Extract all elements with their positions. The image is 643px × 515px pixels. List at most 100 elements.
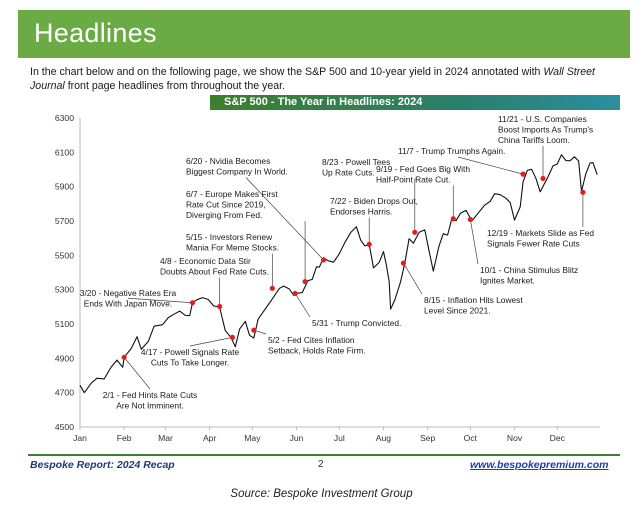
annotation-leader bbox=[127, 297, 193, 304]
annotation-line: 6/20 - Nvidia Becomes bbox=[186, 156, 270, 166]
annotation-line: Rate Cut Since 2019, bbox=[186, 200, 266, 210]
annotation-line: 5/2 - Fed Cites Inflation bbox=[268, 335, 355, 345]
annotation-line: 4/8 - Economic Data Stir bbox=[160, 256, 251, 266]
annotation-line: 6/7 - Europe Makes First bbox=[186, 189, 278, 199]
annotation-line: Doubts About Fed Rate Cuts. bbox=[160, 267, 269, 277]
annotation-marker bbox=[400, 260, 406, 266]
annotation-leader bbox=[470, 219, 479, 265]
annotation-line: 9/19 - Fed Goes Big With bbox=[376, 164, 470, 174]
annotation-marker bbox=[121, 354, 127, 360]
x-tick-label: Nov bbox=[507, 433, 523, 443]
annotation-label: 8/23 - Powell Tees Up Rate Cuts. bbox=[322, 157, 390, 178]
annotation-marker bbox=[540, 175, 546, 182]
annotation-line: Diverging From Fed. bbox=[186, 210, 262, 220]
annotation-leader bbox=[189, 337, 233, 347]
y-tick-label: 4700 bbox=[55, 388, 74, 398]
y-tick-label: 5100 bbox=[55, 319, 74, 329]
y-tick-label: 5500 bbox=[55, 250, 74, 260]
annotation-label: 9/19 - Fed Goes Big With Half-Point Rate … bbox=[376, 164, 470, 185]
annotation-label: 7/22 - Biden Drops Out, Endorses Harris. bbox=[330, 196, 418, 217]
annotation-line: Ignites Market. bbox=[480, 276, 535, 286]
intro-text-after: front page headlines from throughout the… bbox=[64, 80, 286, 92]
annotation-line: Level Since 2021. bbox=[424, 306, 491, 316]
footer-divider bbox=[28, 454, 620, 456]
annotation-marker bbox=[269, 285, 275, 291]
footer-page-number: 2 bbox=[318, 459, 324, 470]
annotation-marker bbox=[321, 257, 327, 263]
x-tick-label: Dec bbox=[550, 433, 566, 443]
annotation-line: Are Not Imminent. bbox=[116, 401, 184, 411]
annotation-line: Boost Imports As Trump's bbox=[498, 125, 593, 135]
annotation-line: 3/20 - Negative Rates Era bbox=[80, 288, 177, 298]
annotation-line: Up Rate Cuts. bbox=[322, 168, 375, 178]
annotation-label: 3/20 - Negative Rates Era Ends With Japan… bbox=[80, 288, 177, 309]
chart-title: S&P 500 - The Year in Headlines: 2024 bbox=[210, 95, 620, 110]
annotation-line: Endorses Harris. bbox=[330, 207, 392, 217]
annotation-label: 6/7 - Europe Makes First Rate Cut Since 2… bbox=[186, 189, 278, 220]
annotation-line: 4/17 - Powell Signals Rate bbox=[141, 347, 240, 357]
annotation-line: 12/19 - Markets Slide as Fed bbox=[487, 228, 594, 238]
x-tick-label: Sep bbox=[420, 433, 436, 443]
annotation-label: 4/17 - Powell Signals Rate Cuts To Take L… bbox=[141, 347, 240, 368]
annotation-marker bbox=[292, 290, 298, 297]
annotation-label: 5/15 - Investors Renew Mania For Meme Sto… bbox=[186, 232, 279, 253]
header-banner: Headlines bbox=[18, 10, 630, 58]
annotation-label: 5/2 - Fed Cites Inflation Setback, Holds … bbox=[268, 335, 366, 356]
y-tick-label: 5900 bbox=[55, 182, 74, 192]
y-tick-label: 6300 bbox=[55, 113, 74, 123]
annotation-line: Cuts To Take Longer. bbox=[151, 358, 229, 368]
annotation-line: 5/31 - Trump Convicted. bbox=[312, 318, 401, 328]
annotation-marker bbox=[366, 241, 372, 247]
annotation-line: Mania For Meme Stocks. bbox=[186, 243, 279, 253]
footer-report-name: Bespoke Report: 2024 Recap bbox=[30, 459, 175, 471]
x-tick-label: May bbox=[244, 433, 261, 443]
x-tick-label: Jan bbox=[73, 433, 87, 443]
annotation-label: 8/15 - Inflation Hits Lowest Level Since … bbox=[424, 295, 523, 316]
annotation-leader bbox=[403, 262, 423, 295]
annotation-marker bbox=[450, 216, 456, 222]
annotation-line: 5/15 - Investors Renew bbox=[186, 232, 273, 242]
annotation-line: 2/1 - Fed Hints Rate Cuts bbox=[103, 390, 198, 400]
annotation-line: Half-Point Rate Cut. bbox=[376, 175, 450, 185]
annotation-leader bbox=[245, 177, 324, 261]
annotation-label: 5/31 - Trump Convicted. bbox=[312, 318, 401, 328]
annotation-marker bbox=[229, 334, 236, 340]
annotation-line: China Tariffs Loom. bbox=[498, 135, 570, 145]
annotation-marker bbox=[189, 300, 196, 306]
annotation-marker bbox=[217, 303, 223, 310]
footer-website-link[interactable]: www.bespokepremium.com bbox=[470, 459, 609, 471]
intro-text-before: In the chart below and on the following … bbox=[30, 66, 544, 78]
annotation-line: Ends With Japan Move. bbox=[84, 299, 172, 309]
annotation-line: 8/23 - Powell Tees bbox=[322, 157, 390, 167]
page-title: Headlines bbox=[34, 18, 157, 48]
annotation-marker bbox=[412, 229, 418, 235]
y-tick-label: 4900 bbox=[55, 353, 74, 363]
x-tick-label: Mar bbox=[158, 433, 173, 443]
annotation-leader bbox=[123, 357, 151, 390]
annotation-label: 4/8 - Economic Data Stir Doubts About Fed… bbox=[160, 256, 269, 277]
annotation-line: 10/1 - China Stimulus Blitz bbox=[480, 265, 578, 275]
x-tick-label: Jun bbox=[290, 433, 304, 443]
annotation-marker bbox=[580, 189, 586, 195]
annotation-line: 11/21 - U.S. Companies bbox=[498, 114, 587, 124]
annotation-label: 11/21 - U.S. Companies Boost Imports As T… bbox=[498, 114, 593, 145]
x-tick-label: Aug bbox=[376, 433, 392, 443]
annotation-label: 11/7 - Trump Trumphs Again. bbox=[398, 146, 505, 156]
annotation-marker bbox=[520, 171, 526, 177]
x-tick-label: Feb bbox=[117, 433, 132, 443]
annotation-line: Signals Fewer Rate Cuts bbox=[487, 239, 580, 249]
annotation-line: 7/22 - Biden Drops Out, bbox=[330, 196, 418, 206]
sp500-line bbox=[79, 154, 598, 394]
annotation-marker bbox=[302, 278, 308, 285]
annotation-marker bbox=[251, 327, 257, 333]
annotation-leader bbox=[294, 293, 311, 318]
intro-paragraph: In the chart below and on the following … bbox=[30, 65, 620, 93]
x-tick-label: Apr bbox=[203, 433, 217, 443]
intro-publication: Wall Street Journal bbox=[30, 66, 595, 92]
y-tick-label: 5300 bbox=[55, 285, 74, 295]
y-tick-label: 6100 bbox=[55, 147, 74, 157]
annotation-label: 6/20 - Nvidia Becomes Biggest Company In … bbox=[186, 156, 288, 177]
annotation-label: 2/1 - Fed Hints Rate Cuts Are Not Imminen… bbox=[103, 390, 198, 411]
y-tick-label: 5700 bbox=[55, 216, 74, 226]
